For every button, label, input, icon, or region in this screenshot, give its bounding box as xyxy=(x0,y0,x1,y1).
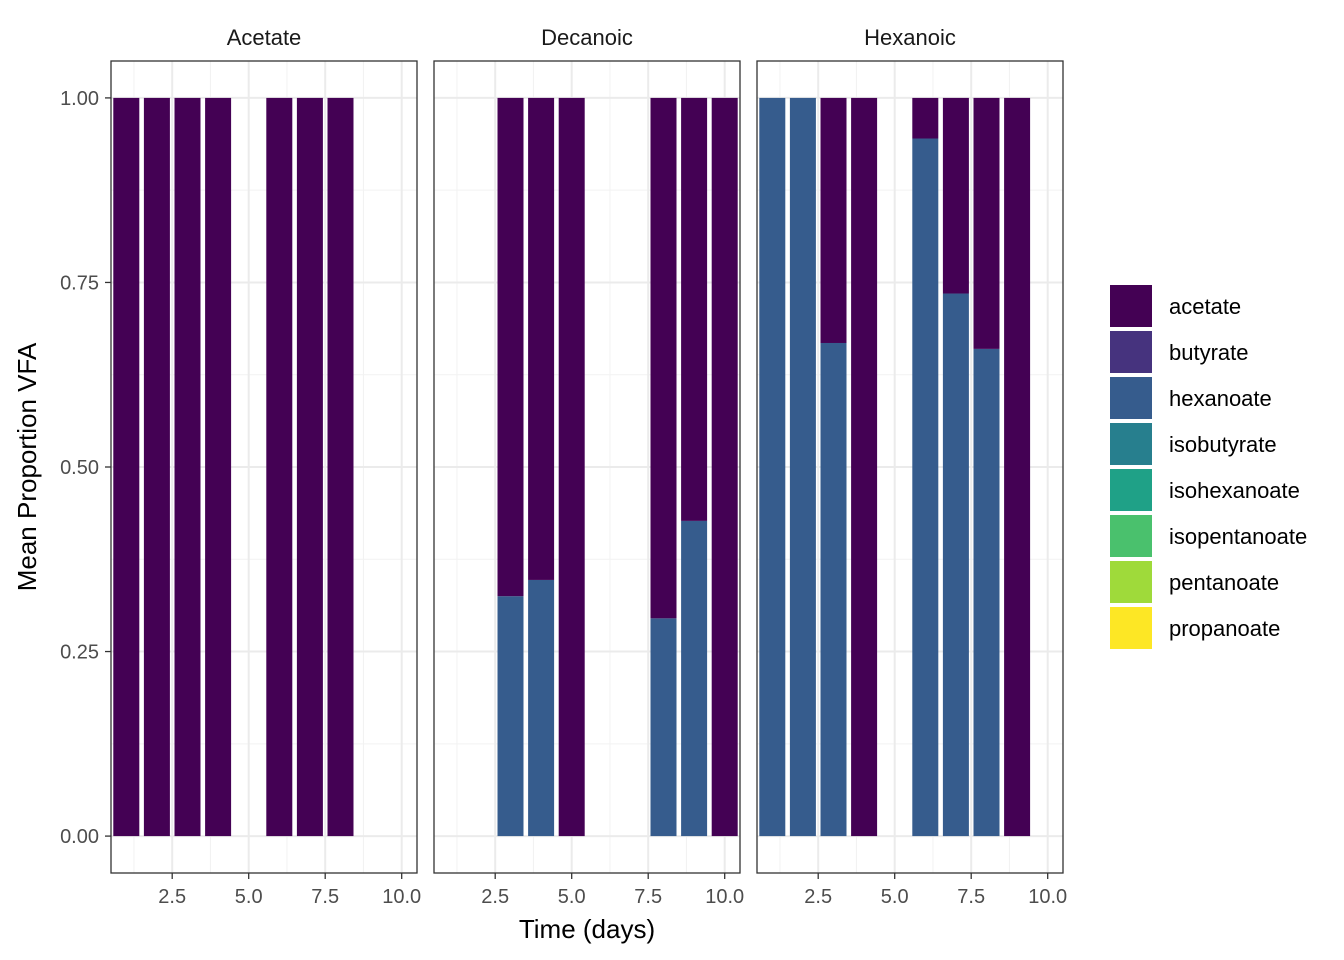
bar-hexanoate xyxy=(528,579,555,837)
legend-swatch-propanoate xyxy=(1110,607,1152,649)
x-tick-label: 5.0 xyxy=(235,886,263,908)
x-tick-label: 2.5 xyxy=(481,886,509,908)
y-tick-label: 0.25 xyxy=(60,642,99,664)
bar-acetate xyxy=(1004,97,1031,837)
x-tick-label: 7.5 xyxy=(311,886,339,908)
bar-acetate xyxy=(558,97,585,837)
legend-swatch-isopentanoate xyxy=(1110,515,1152,557)
y-tick-label: 0.75 xyxy=(60,272,99,294)
legend-label: isohexanoate xyxy=(1169,478,1300,503)
facet-panel-hexanoic: Hexanoic 2.5 5.0 7.5 10.0 xyxy=(756,25,1067,908)
bar-hexanoate xyxy=(681,520,708,837)
x-tick-label: 2.5 xyxy=(158,886,186,908)
legend-swatch-pentanoate xyxy=(1110,561,1152,603)
facet-panel-acetate: Acetate 2.5 5.0 7.5 10.0 xyxy=(110,25,421,908)
bar-hexanoate xyxy=(820,342,847,837)
bar-acetate xyxy=(820,97,847,343)
legend-swatch-hexanoate xyxy=(1110,377,1152,419)
x-tick-label: 10.0 xyxy=(1028,886,1067,908)
bar-hexanoate xyxy=(497,596,524,837)
x-tick-label: 5.0 xyxy=(558,886,586,908)
bar-acetate xyxy=(711,97,738,837)
legend-swatch-isohexanoate xyxy=(1110,469,1152,511)
bar-acetate xyxy=(113,97,140,837)
x-tick-label: 10.0 xyxy=(382,886,421,908)
x-axis-title: Time (days) xyxy=(519,914,655,944)
facet-label: Hexanoic xyxy=(864,25,956,50)
bar-acetate xyxy=(681,97,708,521)
chart-panels: Acetate 2.5 5.0 7.5 10.0 Decanoic 2.5 5.0 7.5 10.… xyxy=(110,25,1067,908)
bar-hexanoate xyxy=(912,138,939,837)
legend-label: propanoate xyxy=(1169,616,1280,641)
y-tick-label: 0.50 xyxy=(60,457,99,479)
bar-acetate xyxy=(942,97,969,294)
legend-swatch-butyrate xyxy=(1110,331,1152,373)
legend-label: isopentanoate xyxy=(1169,524,1307,549)
bar-acetate xyxy=(528,97,555,580)
panel-border xyxy=(433,60,741,874)
bar-hexanoate xyxy=(759,97,786,837)
bar-acetate xyxy=(851,97,878,837)
legend-swatch-isobutyrate xyxy=(1110,423,1152,465)
panel-border xyxy=(756,60,1064,874)
bar-acetate xyxy=(174,97,201,837)
x-tick-label: 7.5 xyxy=(957,886,985,908)
bar-acetate xyxy=(205,97,232,837)
facet-label: Acetate xyxy=(227,25,302,50)
y-tick-label: 1.00 xyxy=(60,88,99,110)
bar-acetate xyxy=(266,97,293,837)
bar-hexanoate xyxy=(789,97,816,837)
legend-label: pentanoate xyxy=(1169,570,1279,595)
y-tick-label: 0.00 xyxy=(60,826,99,848)
x-tick-label: 2.5 xyxy=(804,886,832,908)
bar-acetate xyxy=(912,97,939,139)
bar-acetate xyxy=(296,97,323,837)
legend-label: isobutyrate xyxy=(1169,432,1277,457)
facet-label: Decanoic xyxy=(541,25,633,50)
facet-panel-decanoic: Decanoic 2.5 5.0 7.5 10.0 xyxy=(433,25,744,908)
bar-acetate xyxy=(327,97,354,837)
y-axis-title: Mean Proportion VFA xyxy=(12,342,42,591)
legend: acetate butyrate hexanoate isobutyrate isohe… xyxy=(1110,285,1307,649)
x-tick-label: 5.0 xyxy=(881,886,909,908)
legend-label: butyrate xyxy=(1169,340,1249,365)
legend-label: acetate xyxy=(1169,294,1241,319)
legend-label: hexanoate xyxy=(1169,386,1272,411)
bar-hexanoate xyxy=(942,293,969,837)
x-tick-label: 10.0 xyxy=(705,886,744,908)
bar-acetate xyxy=(650,97,677,619)
bar-hexanoate xyxy=(650,618,677,837)
x-tick-label: 7.5 xyxy=(634,886,662,908)
legend-swatch-acetate xyxy=(1110,285,1152,327)
y-axis: 0.00 0.25 0.50 0.75 1.00 xyxy=(60,88,111,848)
bar-acetate xyxy=(497,97,524,597)
bar-acetate xyxy=(973,97,1000,349)
bar-acetate xyxy=(143,97,170,837)
bar-hexanoate xyxy=(973,348,1000,837)
